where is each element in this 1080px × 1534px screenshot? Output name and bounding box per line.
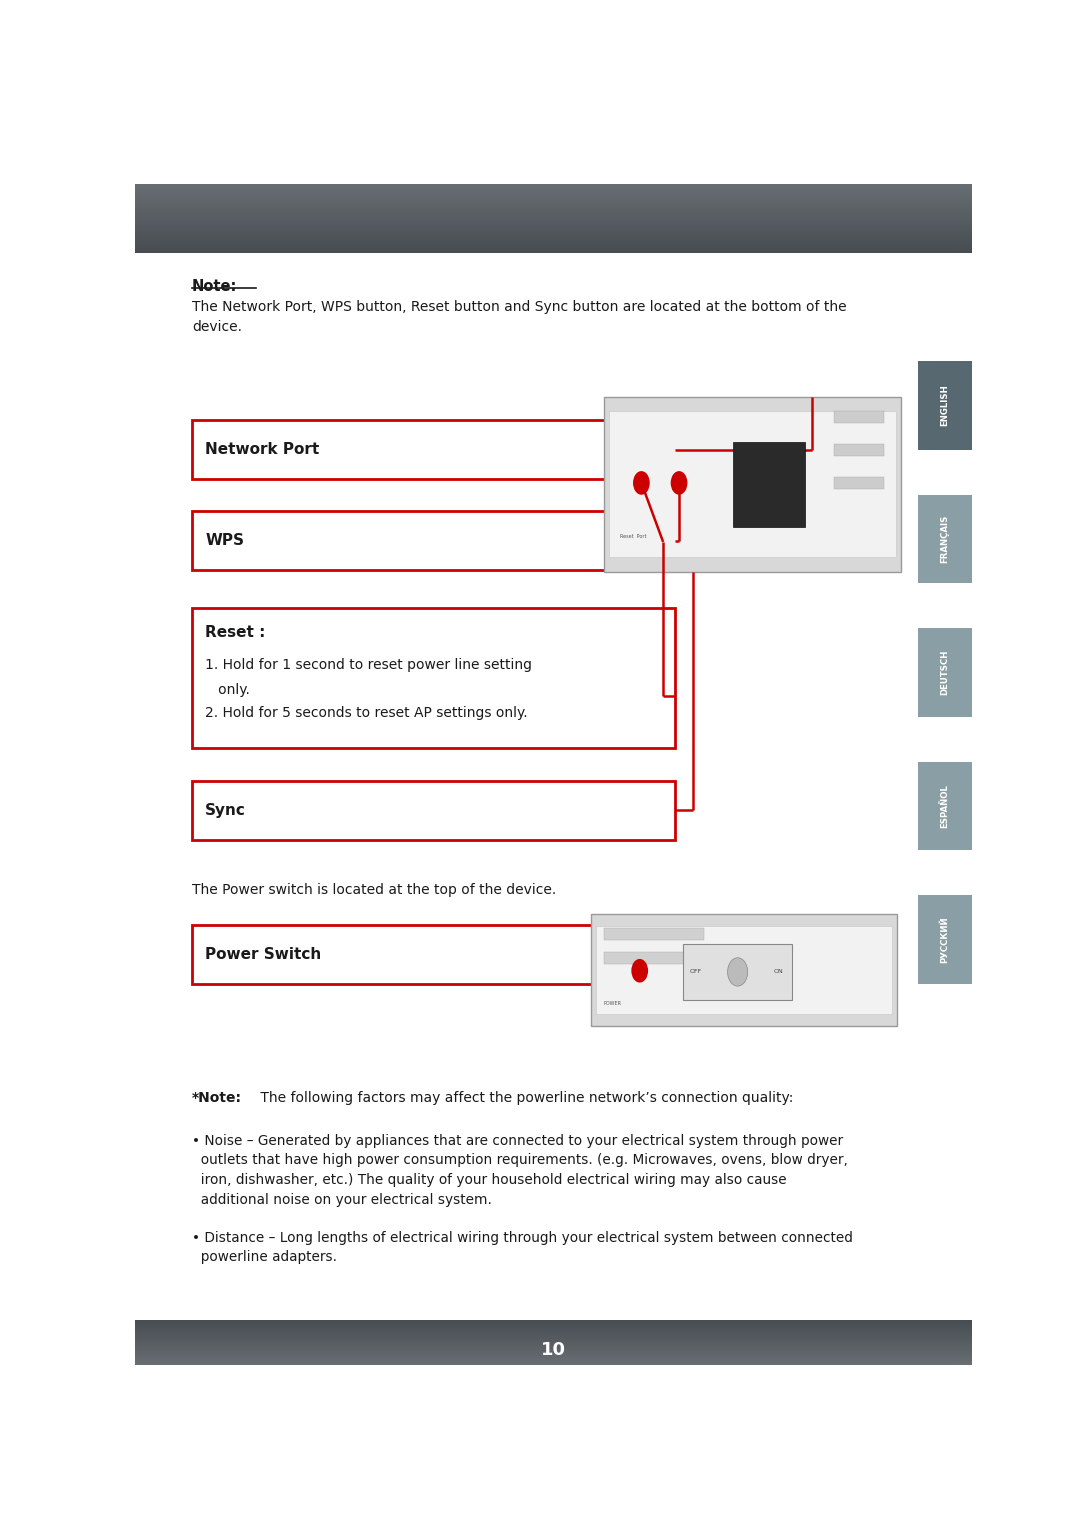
Bar [918,495,972,583]
Text: РУССКИЙ: РУССКИЙ [941,916,949,963]
Text: The Network Port, WPS button, Reset button and Sync button are located at the bo: The Network Port, WPS button, Reset butt… [192,299,847,334]
Text: Reset  Port: Reset Port [620,534,647,540]
Bar [192,511,675,571]
Text: POWER: POWER [604,1002,622,1006]
Text: ENGLISH: ENGLISH [941,385,949,426]
Bar [834,443,885,456]
Text: The following factors may affect the powerline network’s connection quality:: The following factors may affect the pow… [256,1091,793,1104]
Bar [192,925,675,983]
Text: Sync: Sync [205,802,246,818]
Circle shape [671,471,688,495]
Bar [918,896,972,983]
Bar [834,477,885,489]
Bar [609,411,895,557]
Bar [918,762,972,850]
Bar [834,411,885,423]
Circle shape [632,959,648,983]
Bar [192,781,675,839]
Bar [918,362,972,449]
Text: Power Switch: Power Switch [205,946,322,962]
Text: ESPAÑOL: ESPAÑOL [941,784,949,828]
Text: *Note:: *Note: [192,1091,242,1104]
Text: WPS: WPS [205,534,244,548]
Text: The Power switch is located at the top of the device.: The Power switch is located at the top o… [192,884,556,897]
Text: 1. Hold for 1 second to reset power line setting: 1. Hold for 1 second to reset power line… [205,658,532,672]
Text: Reset :: Reset : [205,624,266,640]
Text: 10: 10 [541,1341,566,1359]
Text: Note:: Note: [192,279,238,293]
Text: FRANÇAIS: FRANÇAIS [941,515,949,563]
Bar [596,927,892,1014]
Bar [192,607,675,747]
Bar [604,928,704,940]
Bar [604,951,704,963]
Bar [684,943,792,1000]
Bar [733,442,805,526]
Bar [591,914,896,1026]
Circle shape [728,957,747,986]
Text: DEUTSCH: DEUTSCH [941,650,949,695]
Text: ON: ON [774,969,784,974]
Circle shape [633,471,650,495]
Text: • Noise – Generated by appliances that are connected to your electrical system t: • Noise – Generated by appliances that a… [192,1134,848,1207]
Bar [192,420,675,479]
Bar [918,629,972,716]
Bar [604,397,901,572]
Text: OFF: OFF [690,969,702,974]
Text: 2. Hold for 5 seconds to reset AP settings only.: 2. Hold for 5 seconds to reset AP settin… [205,706,528,719]
Text: only.: only. [205,683,251,696]
Text: • Distance – Long lengths of electrical wiring through your electrical system be: • Distance – Long lengths of electrical … [192,1230,853,1264]
Text: Network Port: Network Port [205,442,320,457]
